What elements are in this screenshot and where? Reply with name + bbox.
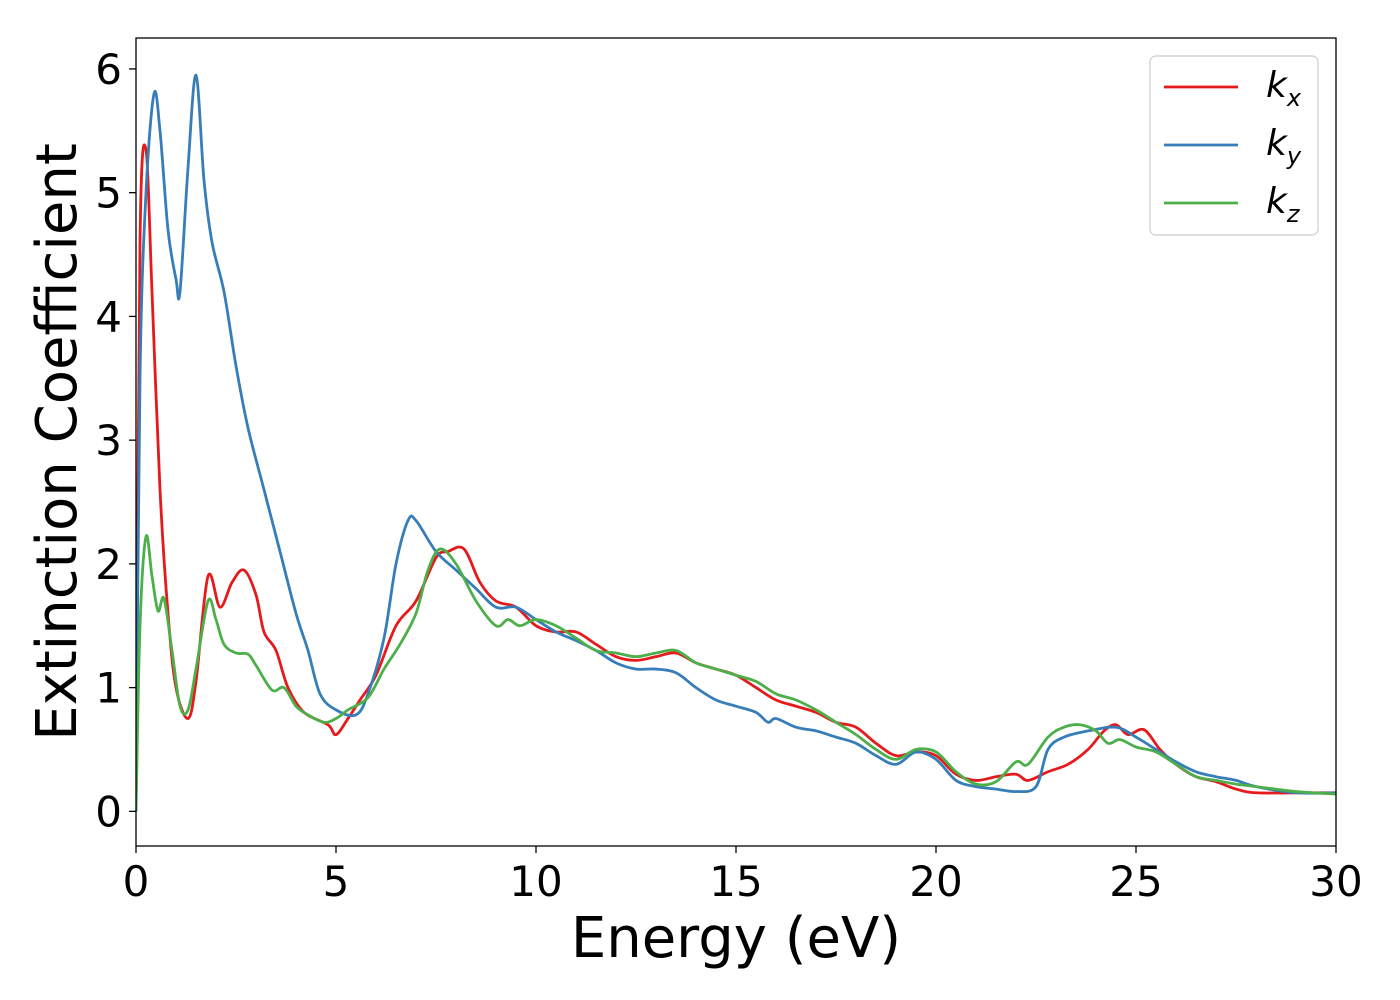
x-axis-label: Energy (eV) [571, 906, 901, 971]
legend-label-y: ky [1266, 123, 1302, 170]
x-tick-label: 25 [1109, 857, 1162, 906]
legend-label-x: kx [1266, 65, 1302, 112]
x-tick-label: 5 [323, 857, 350, 906]
series-line-x [136, 143, 1336, 812]
x-tick-label: 10 [509, 857, 562, 906]
y-tick-label: 1 [95, 664, 122, 713]
x-axis: 0 5 10 15 20 25 30 [123, 846, 1363, 906]
x-tick-label: 0 [123, 857, 150, 906]
y-tick-label: 4 [95, 292, 122, 341]
x-tick-label: 15 [709, 857, 762, 906]
y-tick-label: 2 [95, 540, 122, 589]
y-axis: 0 1 2 3 4 5 6 [95, 45, 136, 836]
series-line-y [136, 73, 1336, 812]
y-tick-label: 6 [95, 45, 122, 94]
legend: kx ky kz [1149, 55, 1319, 236]
series-layer [136, 73, 1336, 812]
series-line-z [136, 534, 1336, 812]
legend-label-z: kz [1266, 181, 1301, 228]
y-axis-label: Extinction Coefficient [25, 143, 90, 741]
y-tick-label: 5 [95, 169, 122, 218]
x-tick-label: 20 [909, 857, 962, 906]
y-tick-label: 0 [95, 787, 122, 836]
x-tick-label: 30 [1309, 857, 1362, 906]
y-tick-label: 3 [95, 416, 122, 465]
